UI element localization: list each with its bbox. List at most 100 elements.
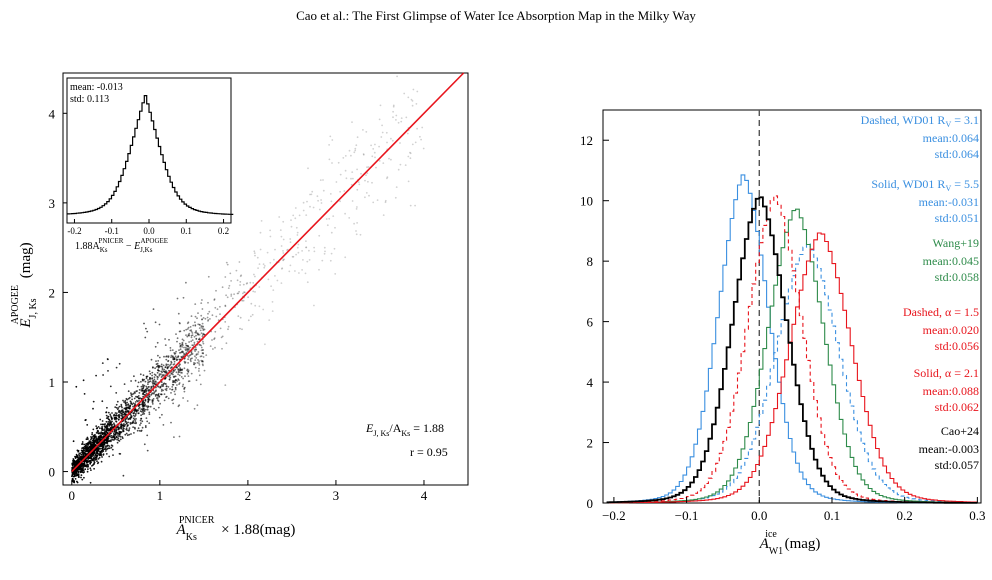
scatter-point xyxy=(260,220,263,222)
scatter-point xyxy=(154,345,157,348)
scatter-point xyxy=(328,217,331,220)
scatter-point xyxy=(200,314,203,317)
scatter-point xyxy=(101,362,104,364)
scatter-point xyxy=(141,389,144,391)
legend-title: Dashed, α = 1.5 xyxy=(903,305,979,319)
scatter-point xyxy=(199,355,202,358)
scatter-point xyxy=(187,362,190,364)
scatter-point xyxy=(296,234,299,236)
scatter-point xyxy=(134,403,137,406)
inset-frame xyxy=(66,77,232,224)
scatter-point xyxy=(283,258,286,261)
scatter-point xyxy=(310,193,313,196)
y-tick-label: 4 xyxy=(49,106,56,121)
scatter-point xyxy=(161,385,163,388)
scatter-point xyxy=(138,389,141,391)
scatter-point xyxy=(254,304,257,307)
legend-mean: mean:0.045 xyxy=(923,254,979,268)
scatter-point xyxy=(328,158,331,161)
scatter-point xyxy=(95,435,97,438)
scatter-point xyxy=(80,453,83,456)
scatter-point xyxy=(96,439,99,442)
scatter-point xyxy=(191,353,194,355)
scatter-point xyxy=(199,383,202,386)
scatter-point xyxy=(117,411,120,413)
scatter-point xyxy=(72,464,75,466)
scatter-point xyxy=(348,217,351,219)
scatter-point xyxy=(100,443,103,445)
scatter-point xyxy=(102,446,104,449)
scatter-point xyxy=(138,397,141,400)
scatter-point xyxy=(147,386,150,388)
scatter-point xyxy=(89,447,92,450)
scatter-point xyxy=(150,385,153,388)
scatter-point xyxy=(253,252,256,255)
scatter-point xyxy=(157,386,160,388)
scatter-point xyxy=(133,397,136,400)
scatter-point xyxy=(191,334,194,336)
scatter-point xyxy=(130,414,133,417)
scatter-point xyxy=(116,426,119,428)
scatter-point xyxy=(81,441,84,443)
scatter-point xyxy=(157,406,160,409)
scatter-point xyxy=(107,427,109,430)
scatter-point xyxy=(200,332,203,335)
scatter-point xyxy=(209,345,212,347)
scatter-point xyxy=(136,385,139,388)
scatter-point xyxy=(199,329,202,332)
scatter-point xyxy=(79,452,81,455)
scatter-point xyxy=(198,374,201,377)
scatter-point xyxy=(184,375,186,378)
scatter-point xyxy=(140,417,143,420)
scatter-point xyxy=(155,389,157,392)
scatter-point xyxy=(404,164,407,167)
scatter-point xyxy=(150,394,152,396)
scatter-point xyxy=(194,355,196,358)
scatter-point xyxy=(198,367,200,370)
scatter-point xyxy=(181,351,184,354)
scatter-point xyxy=(160,388,163,391)
scatter-point xyxy=(84,448,87,450)
scatter-point xyxy=(86,446,89,449)
scatter-point xyxy=(146,408,149,411)
scatter-point xyxy=(78,460,80,463)
scatter-point xyxy=(119,414,121,416)
scatter-point xyxy=(236,292,239,295)
scatter-point xyxy=(370,144,372,147)
scatter-point xyxy=(406,132,409,135)
scatter-point xyxy=(186,400,189,402)
scatter-point xyxy=(170,354,173,357)
scatter-point xyxy=(83,445,86,448)
scatter-point xyxy=(174,387,177,389)
scatter-point xyxy=(202,364,204,367)
scatter-point xyxy=(100,460,103,463)
scatter-points xyxy=(71,75,425,484)
scatter-point xyxy=(386,176,389,179)
scatter-point xyxy=(207,312,209,315)
scatter-point xyxy=(190,353,193,356)
scatter-point xyxy=(177,371,180,374)
scatter-point xyxy=(136,390,139,392)
scatter-point xyxy=(97,430,100,433)
scatter-point xyxy=(105,430,108,433)
scatter-point xyxy=(158,356,161,359)
scatter-point xyxy=(135,395,137,398)
scatter-point xyxy=(318,208,321,211)
scatter-point xyxy=(144,336,147,339)
scatter-point xyxy=(178,322,181,324)
scatter-point xyxy=(145,377,148,380)
scatter-point xyxy=(76,462,79,465)
scatter-point xyxy=(130,394,133,396)
scatter-point xyxy=(268,319,271,321)
inset-std-label: std: 0.113 xyxy=(70,94,109,105)
scatter-point xyxy=(190,315,193,317)
scatter-point xyxy=(167,356,170,358)
scatter-point xyxy=(187,358,190,361)
scatter-point xyxy=(254,275,256,278)
scatter-point xyxy=(151,400,154,402)
scatter-point xyxy=(376,199,379,202)
scatter-point xyxy=(324,250,326,253)
scatter-point xyxy=(157,354,159,357)
scatter-point xyxy=(350,177,352,180)
scatter-point xyxy=(105,411,108,414)
